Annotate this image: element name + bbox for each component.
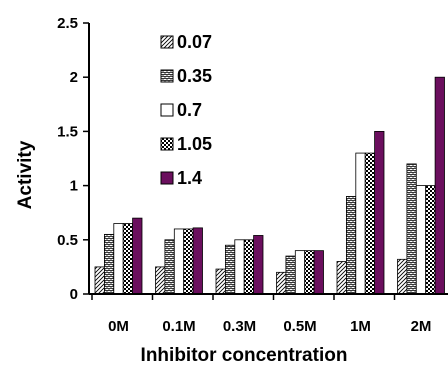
bar-0M-1.4 [132, 217, 143, 295]
legend-swatch [160, 137, 174, 151]
bar-0.3M-0.35 [224, 244, 236, 295]
bar-1M-1.4 [374, 130, 385, 295]
legend-label: 1.4 [177, 168, 202, 188]
bar-0M-0.35 [104, 233, 115, 295]
bar-0M-0.07 [94, 266, 105, 295]
bar-0.3M-0.07 [215, 268, 226, 295]
bar-0.1M-0.7 [173, 228, 185, 295]
bar-0.3M-1.4 [253, 235, 264, 295]
legend-label: 0.35 [177, 66, 212, 86]
bar-1M-0.35 [345, 196, 357, 295]
bar-0.5M-0.35 [285, 255, 296, 295]
bar-0.1M-1.05 [183, 228, 194, 295]
x-tick-label: 0.5M [283, 318, 316, 335]
bar-2M-0.07 [397, 258, 408, 295]
y-tick-label: 1 [70, 178, 78, 195]
legend-label: 0.7 [177, 100, 202, 120]
x-axis-title: Inhibitor concentration [141, 345, 348, 366]
y-tick-label: 1.5 [57, 123, 78, 140]
bar-0M-0.7 [113, 223, 124, 295]
bar-0.5M-1.05 [304, 250, 315, 295]
legend-swatch [160, 103, 174, 117]
legend-label: 1.05 [177, 134, 212, 154]
bar-0.5M-1.4 [313, 250, 324, 295]
bar-0.3M-1.05 [243, 239, 254, 295]
legend-swatch [160, 69, 174, 83]
bar-0.1M-0.07 [155, 266, 166, 295]
bar-1M-1.05 [364, 152, 376, 295]
x-tick-label: 1M [350, 318, 371, 335]
legend-swatch [160, 35, 174, 49]
bar-2M-1.4 [434, 76, 445, 295]
y-tick-label: 0 [70, 286, 78, 303]
bar-0.1M-1.4 [192, 227, 203, 295]
y-tick-label: 2 [70, 69, 78, 86]
bar-2M-1.05 [425, 185, 436, 295]
bar-0.3M-0.7 [234, 239, 245, 295]
y-axis-title: Activity [15, 140, 36, 209]
y-tick-label: 2.5 [57, 15, 78, 32]
x-tick-label: 0.1M [162, 318, 195, 335]
bar-0.5M-0.7 [294, 250, 306, 295]
bar-0M-1.05 [122, 223, 133, 295]
bar-2M-0.35 [406, 163, 417, 295]
bar-2M-0.7 [415, 185, 427, 295]
x-tick-label: 0M [108, 318, 129, 335]
bar-1M-0.7 [355, 152, 366, 295]
bar-0.1M-0.35 [164, 239, 175, 295]
y-tick-label: 0.5 [57, 232, 78, 249]
x-tick-label: 0.3M [223, 318, 256, 335]
legend-label: 0.07 [177, 32, 212, 52]
legend-swatch [160, 171, 174, 185]
bar-1M-0.07 [336, 261, 347, 295]
bar-0.5M-0.07 [276, 271, 287, 295]
x-tick-label: 2M [411, 318, 432, 335]
